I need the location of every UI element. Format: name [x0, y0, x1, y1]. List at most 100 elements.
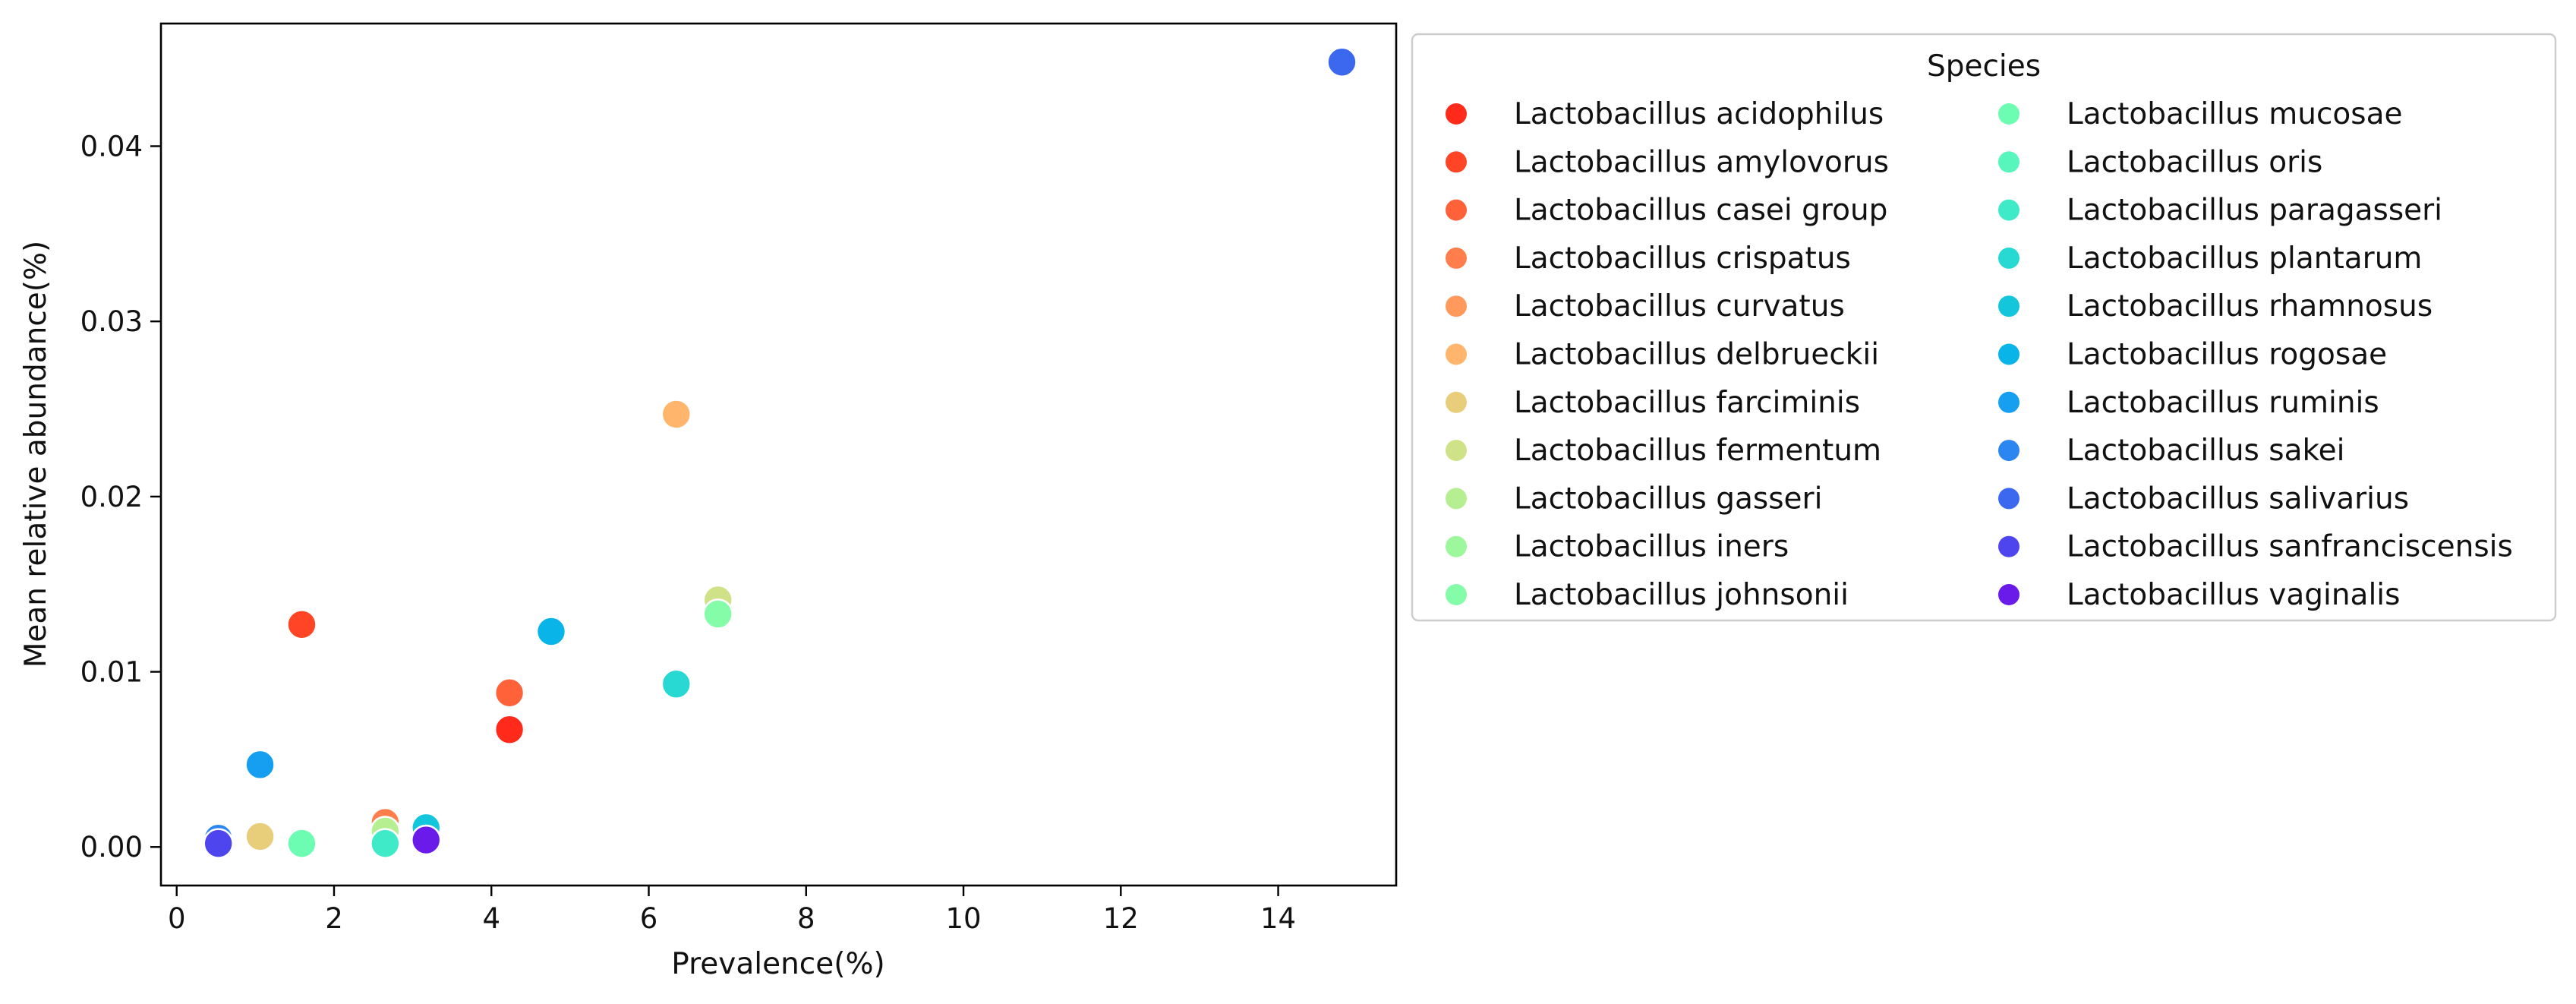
- legend-marker: [1446, 488, 1467, 510]
- data-point: [203, 828, 234, 859]
- legend-label: Lactobacillus oris: [2067, 145, 2322, 179]
- legend-item: Lactobacillus gasseri: [1446, 481, 1822, 516]
- legend-marker: [1998, 584, 2019, 605]
- legend-frame: [1411, 33, 2557, 622]
- legend-item: Lactobacillus casei group: [1446, 194, 1887, 228]
- legend-item: Lactobacillus farciminis: [1446, 386, 1860, 420]
- legend-label: Lactobacillus gasseri: [1514, 481, 1822, 516]
- x-axis-label: Prevalence(%): [671, 947, 884, 981]
- x-tick-label: 0: [168, 902, 186, 935]
- data-point: [286, 828, 317, 859]
- legend-marker: [1998, 199, 2019, 221]
- y-axis: 0.00 0.01 0.02 0.03 0.04: [80, 130, 161, 864]
- legend-item: Lactobacillus salivarius: [1998, 481, 2409, 516]
- x-tick-label: 6: [640, 902, 658, 935]
- legend-label: Lactobacillus casei group: [1514, 194, 1887, 228]
- legend-label: Lactobacillus salivarius: [2067, 481, 2409, 516]
- legend-label: Lactobacillus plantarum: [2067, 242, 2422, 276]
- x-tick-label: 2: [325, 902, 343, 935]
- legend-label: Lactobacillus sakei: [2067, 434, 2345, 468]
- data-point: [661, 668, 692, 700]
- x-tick-label: 4: [482, 902, 500, 935]
- data-point: [410, 824, 442, 856]
- plot-area: [159, 22, 1398, 887]
- legend-item: Lactobacillus delbrueckii: [1446, 338, 1879, 372]
- y-tick-label: 0.01: [80, 656, 143, 689]
- legend-marker: [1998, 391, 2019, 413]
- legend-marker: [1446, 295, 1467, 317]
- legend-label: Lactobacillus paragasseri: [2067, 194, 2442, 228]
- legend-label: Lactobacillus delbrueckii: [1514, 338, 1879, 372]
- legend-item: Lactobacillus crispatus: [1446, 242, 1851, 276]
- legend-label: Lactobacillus sanfranciscensis: [2067, 530, 2513, 564]
- legend-marker: [1998, 440, 2019, 462]
- x-tick-label: 10: [945, 902, 981, 935]
- legend-item: Lactobacillus ruminis: [1998, 386, 2379, 420]
- legend-item: Lactobacillus sakei: [1998, 434, 2345, 468]
- data-point: [661, 399, 692, 430]
- legend-item: Lactobacillus sanfranciscensis: [1998, 530, 2513, 564]
- legend-label: Lactobacillus farciminis: [1514, 386, 1860, 420]
- x-tick-label: 8: [797, 902, 815, 935]
- legend-marker: [1446, 199, 1467, 221]
- data-point: [244, 749, 276, 781]
- legend-item: Lactobacillus rhamnosus: [1998, 289, 2433, 324]
- legend-item: Lactobacillus rogosae: [1998, 338, 2387, 372]
- data-point: [702, 598, 734, 630]
- x-axis: 0 2 4 6 8 10 12 14: [168, 886, 1296, 935]
- legend-marker: [1446, 247, 1467, 269]
- legend-item: Lactobacillus amylovorus: [1446, 145, 1889, 179]
- legend-marker: [1446, 391, 1467, 413]
- legend-label: Lactobacillus amylovorus: [1514, 145, 1889, 179]
- legend-marker: [1446, 584, 1467, 605]
- legend-label: Lactobacillus crispatus: [1514, 242, 1851, 276]
- legend-marker: [1998, 488, 2019, 510]
- legend-item: Lactobacillus acidophilus: [1446, 97, 1884, 131]
- legend-marker: [1998, 535, 2019, 557]
- legend: Species Lactobacillus acidophilus Lactoba…: [1411, 33, 2557, 622]
- data-points: [203, 46, 1357, 859]
- legend-label: Lactobacillus vaginalis: [2067, 578, 2400, 612]
- legend-marker: [1998, 295, 2019, 317]
- data-point: [370, 828, 401, 859]
- x-tick-label: 12: [1103, 902, 1139, 935]
- legend-item: Lactobacillus paragasseri: [1998, 194, 2442, 228]
- data-point: [493, 677, 525, 709]
- legend-item: Lactobacillus johnsonii: [1446, 578, 1849, 612]
- data-point: [1326, 46, 1357, 78]
- legend-label: Lactobacillus rogosae: [2067, 338, 2387, 372]
- legend-item: Lactobacillus curvatus: [1446, 289, 1845, 324]
- legend-marker: [1998, 247, 2019, 269]
- data-point: [244, 821, 276, 852]
- x-tick-label: 14: [1260, 902, 1296, 935]
- legend-item: Lactobacillus plantarum: [1998, 242, 2422, 276]
- legend-marker: [1446, 535, 1467, 557]
- legend-item: Lactobacillus fermentum: [1446, 434, 1881, 468]
- legend-item: Lactobacillus oris: [1998, 145, 2322, 179]
- legend-label: Lactobacillus acidophilus: [1514, 97, 1884, 131]
- legend-item: Lactobacillus mucosae: [1998, 97, 2402, 131]
- y-tick-label: 0.00: [80, 831, 143, 864]
- y-tick-label: 0.02: [80, 481, 143, 513]
- legend-label: Lactobacillus curvatus: [1514, 289, 1845, 324]
- legend-marker: [1446, 103, 1467, 125]
- legend-title: Species: [1927, 49, 2041, 84]
- data-point: [286, 608, 317, 640]
- legend-marker: [1446, 343, 1467, 365]
- legend-label: Lactobacillus rhamnosus: [2067, 289, 2433, 324]
- legend-label: Lactobacillus fermentum: [1514, 434, 1881, 468]
- legend-item: Lactobacillus vaginalis: [1998, 578, 2400, 612]
- legend-marker: [1446, 151, 1467, 173]
- y-tick-label: 0.03: [80, 305, 143, 338]
- legend-label: Lactobacillus johnsonii: [1514, 578, 1849, 612]
- legend-marker: [1998, 103, 2019, 125]
- legend-label: Lactobacillus ruminis: [2067, 386, 2379, 420]
- y-tick-label: 0.04: [80, 130, 143, 163]
- legend-label: Lactobacillus iners: [1514, 530, 1789, 564]
- y-axis-label: Mean relative abundance(%): [19, 241, 53, 668]
- data-point: [535, 616, 567, 647]
- legend-marker: [1998, 151, 2019, 173]
- data-point: [493, 714, 525, 745]
- legend-marker: [1998, 343, 2019, 365]
